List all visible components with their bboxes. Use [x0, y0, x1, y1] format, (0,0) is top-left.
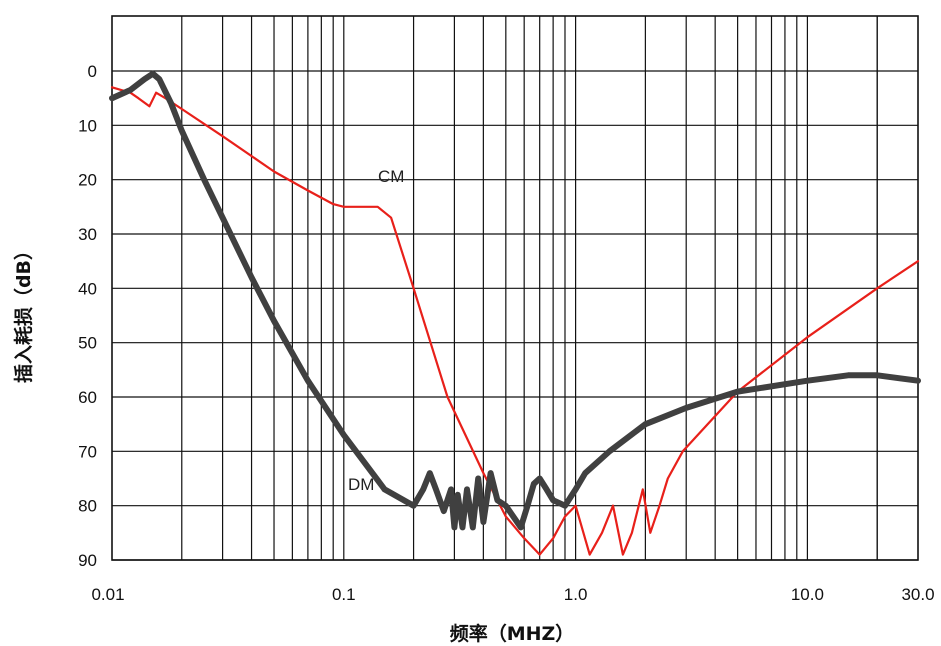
y-tick-label: 40	[78, 279, 97, 298]
grid	[111, 15, 919, 561]
series-line-dm	[109, 70, 921, 531]
x-tick-label: 0.01	[91, 585, 124, 604]
y-tick-label: 90	[78, 551, 97, 570]
y-tick-label: 10	[78, 116, 97, 135]
series-line-cm	[110, 86, 920, 556]
y-tick-label: 60	[78, 388, 97, 407]
x-tick-label: 10.0	[791, 585, 824, 604]
x-tick-label: 1.0	[564, 585, 588, 604]
plot-area	[109, 70, 921, 556]
y-tick-label: 20	[78, 171, 97, 190]
y-tick-label: 0	[88, 62, 97, 81]
series-label-cm: CM	[378, 167, 404, 186]
x-tick-label: 0.1	[332, 585, 356, 604]
y-tick-label: 70	[78, 442, 97, 461]
series-label-dm: DM	[348, 475, 374, 494]
y-tick-label: 80	[78, 497, 97, 516]
x-axis-title: 频率（MHZ）	[450, 622, 575, 645]
y-tick-label: 50	[78, 334, 97, 353]
tick-labels: 0 10 20 30 40 50 60 70 80 90 0.01 0.1 1.0 10.0 30.0	[78, 62, 934, 604]
y-tick-label: 30	[78, 225, 97, 244]
y-axis-title: 插入耗损（dB）	[12, 241, 35, 383]
x-tick-label: 30.0	[901, 585, 934, 604]
